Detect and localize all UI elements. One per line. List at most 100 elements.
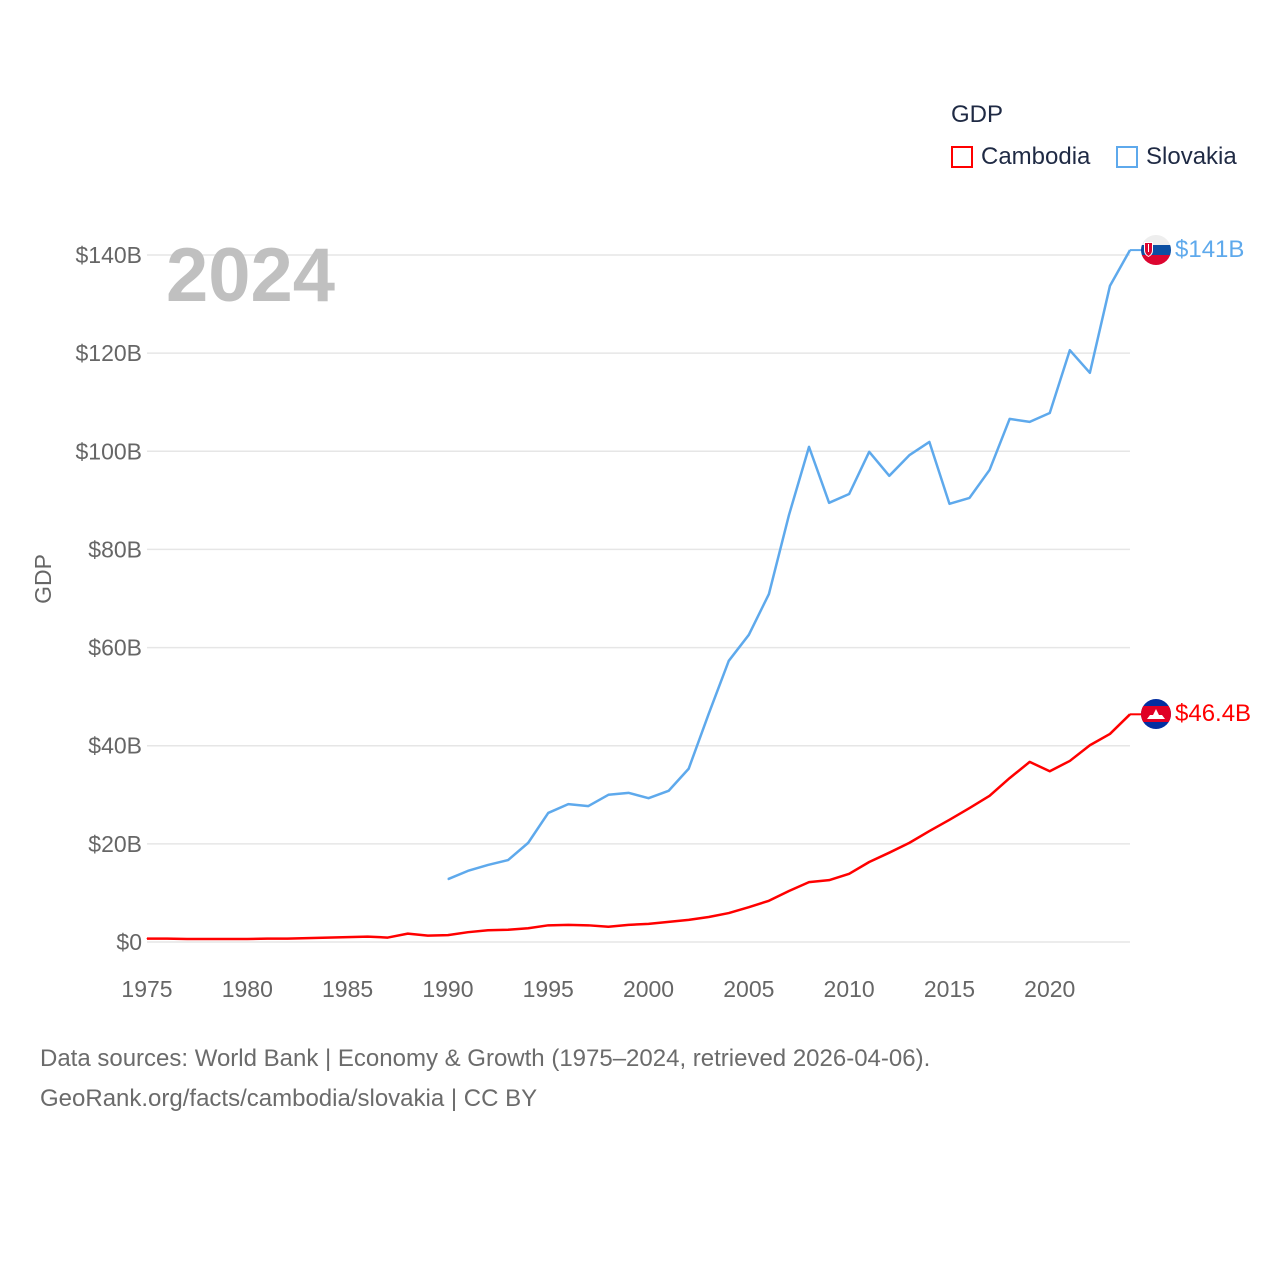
cambodia-point xyxy=(206,938,208,940)
legend-swatch-slovakia xyxy=(1116,146,1138,168)
x-tick-label: 2000 xyxy=(623,976,674,1002)
legend-swatch-cambodia xyxy=(951,146,973,168)
cambodia-point xyxy=(768,900,770,902)
footer-sources: Data sources: World Bank | Economy & Gro… xyxy=(40,1045,931,1072)
cambodia-point xyxy=(527,927,529,929)
slovakia-point xyxy=(868,451,870,453)
slovakia-point xyxy=(627,792,629,794)
slovakia-point xyxy=(1089,372,1091,374)
cambodia-point xyxy=(226,938,228,940)
slovakia-point xyxy=(1009,418,1011,420)
slovakia-point xyxy=(688,768,690,770)
cambodia-point xyxy=(146,938,148,940)
cambodia-point xyxy=(1109,733,1111,735)
cambodia-point xyxy=(327,937,329,939)
end-markers xyxy=(1141,235,1171,729)
gridlines xyxy=(147,254,1130,943)
cambodia-point xyxy=(989,795,991,797)
cambodia-point xyxy=(868,861,870,863)
slovakia-point xyxy=(989,469,991,471)
slovakia-point xyxy=(768,593,770,595)
cambodia-point xyxy=(186,938,188,940)
cambodia-point xyxy=(948,819,950,821)
cambodia-point xyxy=(908,842,910,844)
slovakia-point xyxy=(1029,421,1031,423)
cambodia-point xyxy=(688,919,690,921)
x-axis-ticks: 1975 1980 1985 1990 1995 2000 2005 2010 2015 2020 xyxy=(121,976,1075,1002)
y-axis-ticks: $0 $20B $40B $60B $80B $100B $120B $140B xyxy=(75,242,142,955)
slovakia-point xyxy=(1049,412,1051,414)
y-tick-label: $120B xyxy=(75,340,142,366)
slovakia-point xyxy=(527,842,529,844)
cambodia-point xyxy=(928,830,930,832)
cambodia-point xyxy=(748,906,750,908)
x-tick-label: 1995 xyxy=(523,976,574,1002)
slovakia-point xyxy=(969,497,971,499)
legend-item-slovakia[interactable]: Slovakia xyxy=(1116,143,1237,171)
cambodia-point xyxy=(347,936,349,938)
slovakia-point xyxy=(507,859,509,861)
slovakia-point xyxy=(668,790,670,792)
cambodia-point xyxy=(547,924,549,926)
current-year-label: 2024 xyxy=(166,233,335,318)
cambodia-line xyxy=(147,713,1131,941)
cambodia-point xyxy=(467,931,469,933)
cambodia-point xyxy=(848,873,850,875)
cambodia-point xyxy=(587,924,589,926)
legend-item-cambodia[interactable]: Cambodia xyxy=(951,143,1090,171)
legend-label-cambodia: Cambodia xyxy=(981,143,1091,170)
cambodia-point xyxy=(1049,770,1051,772)
cambodia-point xyxy=(828,879,830,881)
slovakia-point xyxy=(928,441,930,443)
slovakia-point xyxy=(587,805,589,807)
y-tick-label: $140B xyxy=(75,242,142,268)
x-tick-label: 2020 xyxy=(1024,976,1075,1002)
cambodia-point xyxy=(567,924,569,926)
cambodia-point xyxy=(487,929,489,931)
cambodia-point xyxy=(1089,744,1091,746)
x-tick-label: 1980 xyxy=(222,976,273,1002)
x-tick-label: 2015 xyxy=(924,976,975,1002)
cambodia-point xyxy=(447,934,449,936)
slovakia-point xyxy=(788,514,790,516)
x-tick-label: 1975 xyxy=(121,976,172,1002)
cambodia-end-label: $46.4B xyxy=(1175,700,1251,727)
cambodia-point xyxy=(648,923,650,925)
slovakia-point xyxy=(828,502,830,504)
cambodia-point xyxy=(788,890,790,892)
y-tick-label: $20B xyxy=(88,831,142,857)
slovakia-end-label: $141B xyxy=(1175,236,1244,263)
slovakia-point xyxy=(728,660,730,662)
slovakia-point xyxy=(1109,285,1111,287)
x-tick-label: 1990 xyxy=(422,976,473,1002)
slovakia-point xyxy=(888,475,890,477)
slovakia-point xyxy=(848,493,850,495)
y-tick-label: $40B xyxy=(88,733,142,759)
y-tick-label: $100B xyxy=(75,438,142,464)
y-tick-label: $80B xyxy=(88,536,142,562)
footer-link[interactable]: GeoRank.org/facts/cambodia/slovakia | CC… xyxy=(40,1085,538,1112)
cambodia-point xyxy=(1069,760,1071,762)
series-lines xyxy=(146,249,1142,941)
cambodia-point xyxy=(1009,777,1011,779)
x-tick-label: 2010 xyxy=(824,976,875,1002)
cambodia-point xyxy=(627,924,629,926)
y-tick-label: $60B xyxy=(88,635,142,661)
cambodia-point xyxy=(407,933,409,935)
slovakia-point xyxy=(607,794,609,796)
x-tick-label: 2005 xyxy=(723,976,774,1002)
cambodia-point xyxy=(266,938,268,940)
slovakia-point xyxy=(1069,349,1071,351)
slovakia-point xyxy=(567,803,569,805)
y-tick-label: $0 xyxy=(116,929,142,955)
cambodia-point xyxy=(246,938,248,940)
slovakia-point xyxy=(447,878,449,880)
cambodia-flag-icon xyxy=(1141,699,1171,729)
slovakia-point xyxy=(467,870,469,872)
slovakia-point xyxy=(908,454,910,456)
slovakia-point xyxy=(948,503,950,505)
slovakia-line xyxy=(447,249,1132,881)
slovakia-point xyxy=(547,812,549,814)
cambodia-point xyxy=(286,938,288,940)
